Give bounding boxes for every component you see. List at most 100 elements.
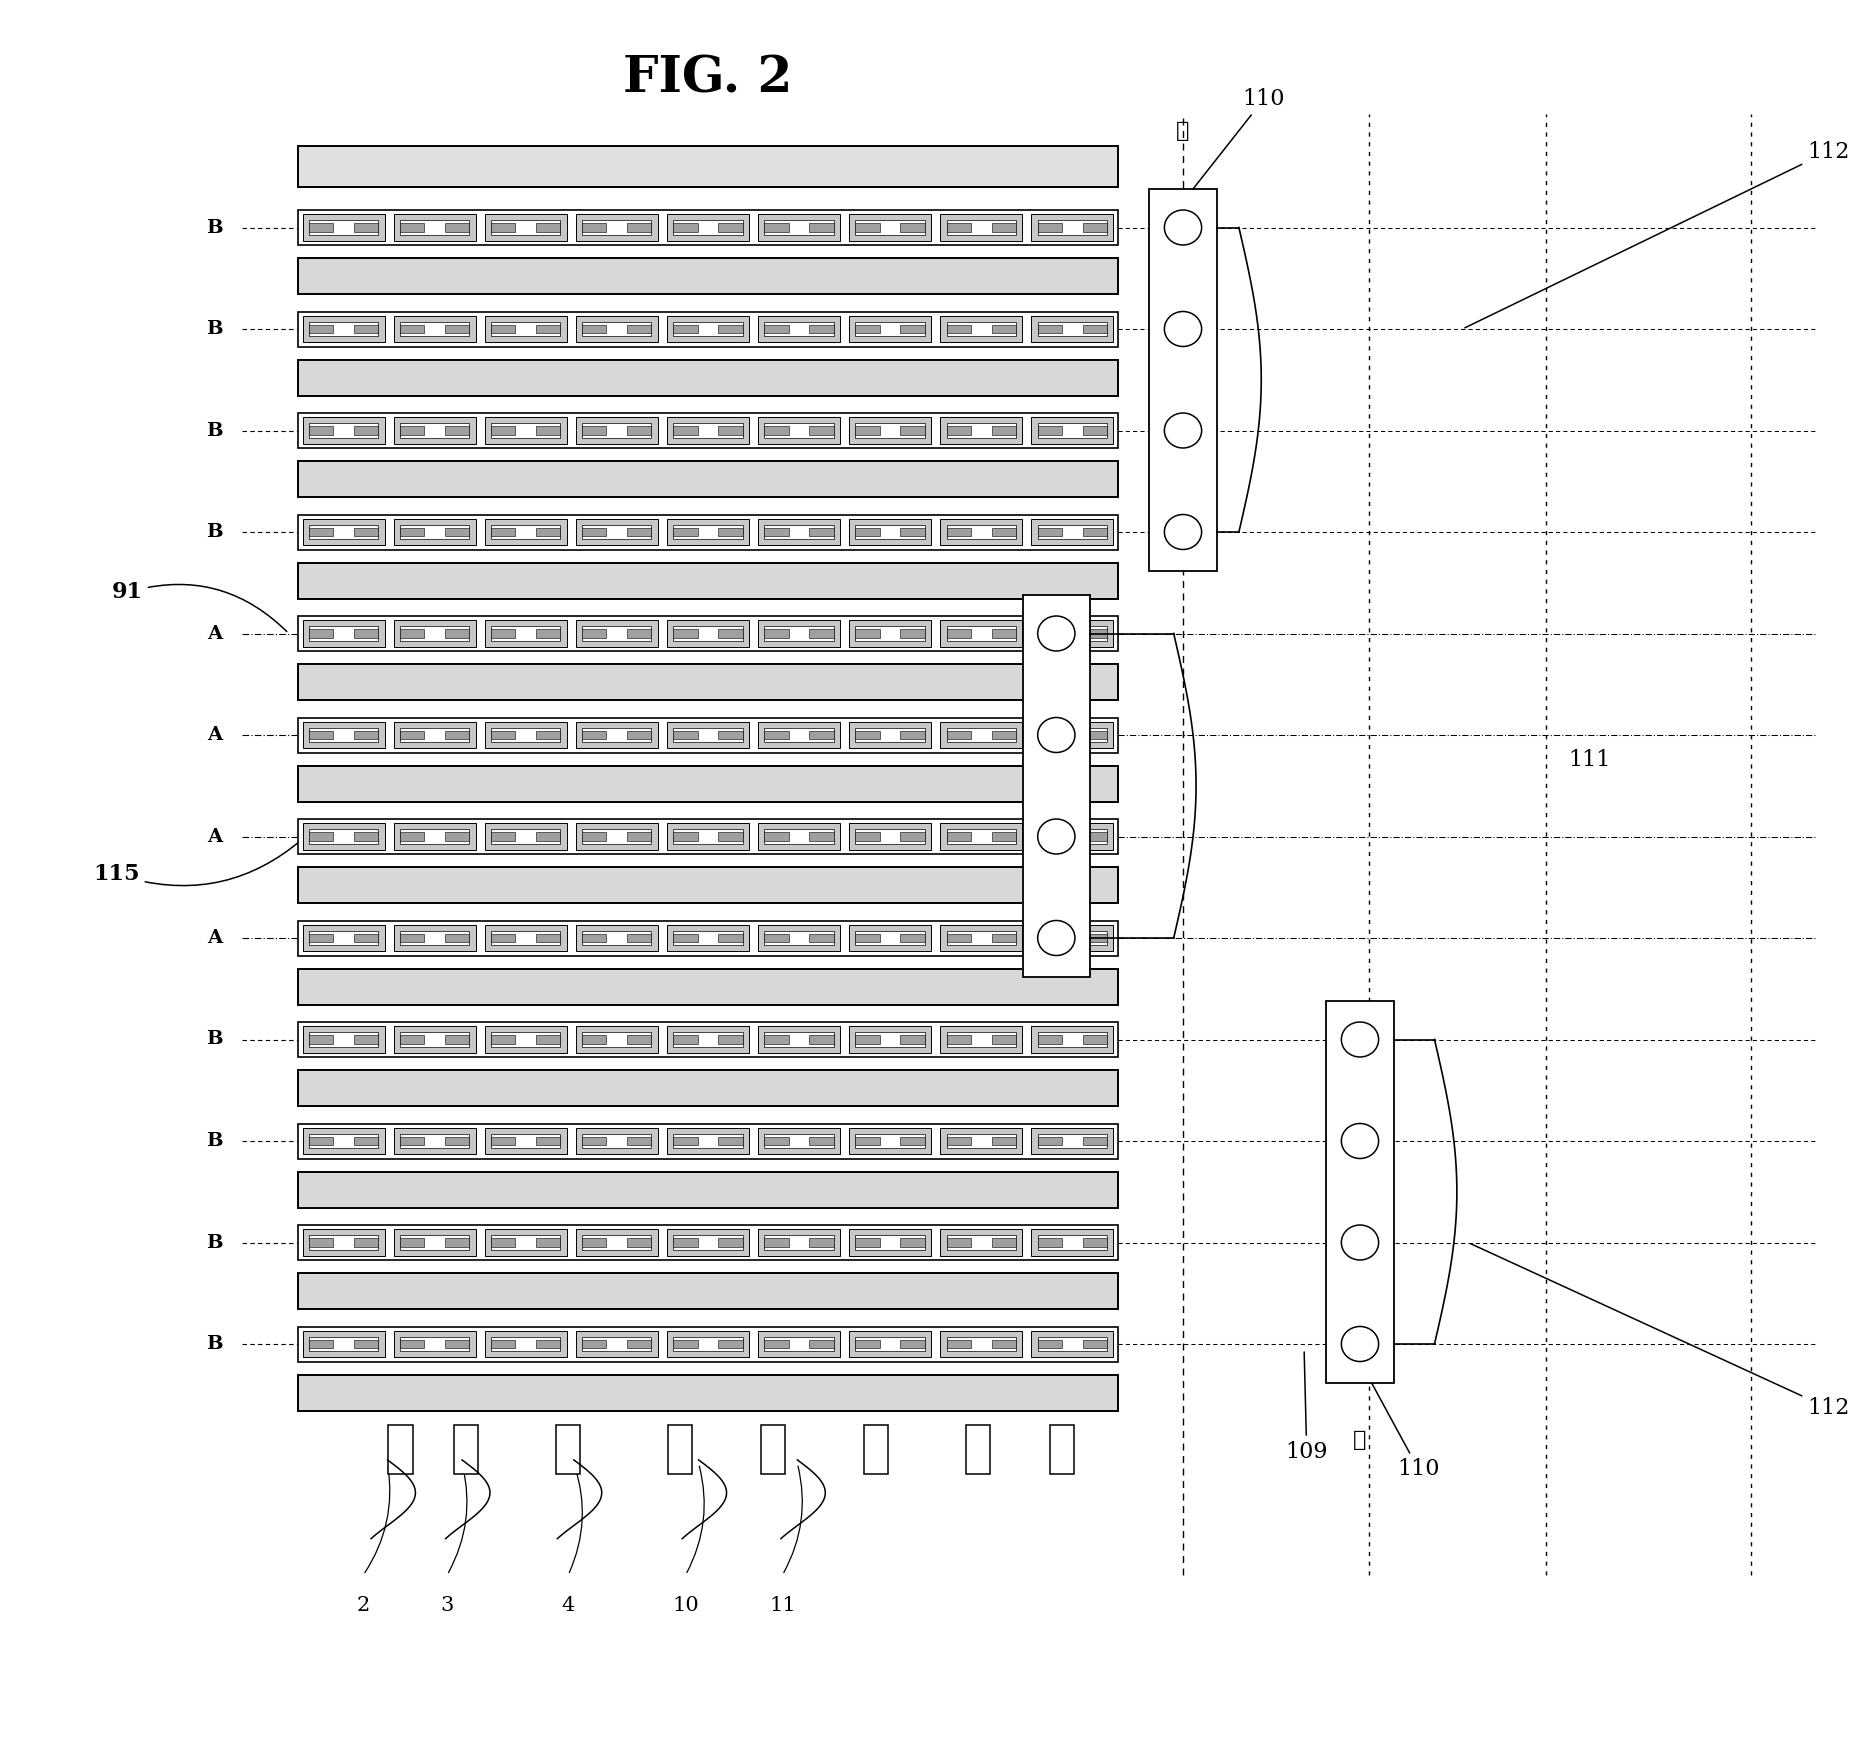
Bar xyxy=(492,626,561,640)
Bar xyxy=(492,1337,561,1351)
Bar xyxy=(1149,189,1217,570)
Bar xyxy=(667,1230,749,1256)
Bar xyxy=(309,626,378,640)
Bar xyxy=(1038,830,1107,844)
Bar xyxy=(298,1069,1118,1106)
Bar xyxy=(1082,326,1107,332)
Bar xyxy=(1082,1138,1107,1144)
Bar xyxy=(946,830,1015,844)
Bar xyxy=(991,326,1015,332)
Bar xyxy=(583,424,652,438)
Bar xyxy=(309,833,333,840)
Bar xyxy=(673,1134,743,1148)
Bar xyxy=(309,326,333,332)
Bar xyxy=(484,620,566,646)
Bar xyxy=(946,528,971,536)
Circle shape xyxy=(1038,819,1075,854)
Bar xyxy=(628,326,652,332)
Bar xyxy=(673,1236,743,1250)
Bar xyxy=(1038,732,1062,738)
Bar xyxy=(492,934,516,942)
Bar xyxy=(900,934,924,942)
Bar xyxy=(1038,626,1107,640)
Bar xyxy=(492,224,516,231)
Bar xyxy=(667,215,749,242)
Bar xyxy=(445,1036,469,1043)
Bar xyxy=(764,1340,788,1348)
Text: 111: 111 xyxy=(1569,749,1611,770)
Bar xyxy=(1082,630,1107,637)
Bar xyxy=(445,1239,469,1246)
Bar xyxy=(576,215,658,242)
Bar xyxy=(537,528,561,536)
Bar xyxy=(309,528,333,536)
Bar xyxy=(309,728,378,742)
Bar xyxy=(401,1036,425,1043)
Bar xyxy=(719,528,743,536)
Bar xyxy=(764,833,788,840)
Bar xyxy=(673,732,697,738)
Circle shape xyxy=(1038,718,1075,752)
Bar xyxy=(855,525,924,539)
Bar xyxy=(492,322,561,336)
Bar xyxy=(583,626,652,640)
Bar xyxy=(393,1026,475,1054)
Bar xyxy=(764,427,788,434)
Bar xyxy=(492,931,561,945)
Bar xyxy=(946,322,1015,336)
Bar xyxy=(991,1239,1015,1246)
Bar xyxy=(298,616,1118,651)
Bar xyxy=(492,1340,516,1348)
Bar xyxy=(941,926,1023,952)
Bar xyxy=(764,1337,833,1351)
Bar xyxy=(492,728,561,742)
Bar xyxy=(628,427,652,434)
Bar xyxy=(628,1239,652,1246)
Bar xyxy=(484,822,566,849)
Bar xyxy=(809,1138,833,1144)
Bar xyxy=(298,359,1118,396)
Bar xyxy=(537,1036,561,1043)
Bar xyxy=(855,626,924,640)
Text: A: A xyxy=(207,929,222,947)
Bar xyxy=(673,1032,743,1046)
Bar xyxy=(393,215,475,242)
Bar xyxy=(1038,931,1107,945)
Bar xyxy=(719,224,743,231)
Bar xyxy=(576,1026,658,1054)
Bar xyxy=(850,620,932,646)
Bar xyxy=(764,525,833,539)
Bar xyxy=(576,620,658,646)
Circle shape xyxy=(1164,210,1202,245)
Bar xyxy=(764,326,788,332)
Bar xyxy=(764,626,833,640)
Circle shape xyxy=(1164,312,1202,346)
Bar xyxy=(492,1032,561,1046)
Bar xyxy=(583,1239,607,1246)
Text: A: A xyxy=(207,726,222,744)
Bar xyxy=(1038,427,1062,434)
Bar xyxy=(946,934,971,942)
Bar xyxy=(758,1026,840,1054)
Bar xyxy=(354,630,378,637)
Bar xyxy=(1032,317,1114,343)
Bar xyxy=(1082,1036,1107,1043)
Bar xyxy=(855,830,924,844)
Bar xyxy=(1032,1332,1114,1358)
Bar xyxy=(484,1129,566,1155)
Bar xyxy=(758,1129,840,1155)
Bar xyxy=(758,1332,840,1358)
Bar xyxy=(855,427,879,434)
Bar xyxy=(900,1239,924,1246)
Bar xyxy=(667,620,749,646)
Bar xyxy=(855,732,879,738)
Bar xyxy=(628,934,652,942)
Bar xyxy=(1032,520,1114,546)
Bar xyxy=(946,220,1015,234)
Bar xyxy=(445,630,469,637)
Bar xyxy=(583,833,607,840)
Bar xyxy=(492,1236,561,1250)
Bar xyxy=(900,1138,924,1144)
Bar xyxy=(576,1230,658,1256)
Bar xyxy=(298,460,1118,497)
